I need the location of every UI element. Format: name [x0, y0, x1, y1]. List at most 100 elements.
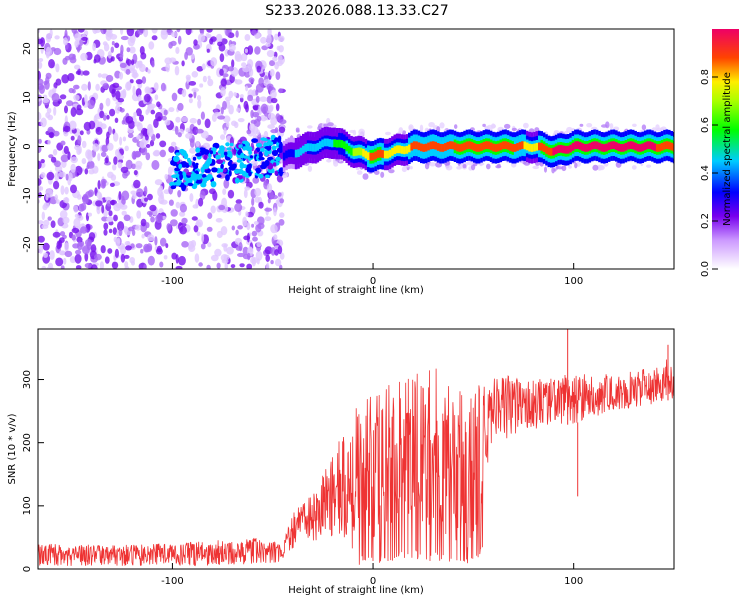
spectrogram-ridge-cell: [619, 144, 623, 152]
spectrogram-cell: [129, 79, 134, 84]
spectrogram-ridge-cell: [528, 143, 531, 152]
spectrogram-cell: [147, 255, 155, 266]
snr-x-tick-label: 0: [370, 576, 376, 587]
spectrogram-cell: [84, 94, 88, 104]
colorbar-gradient: [712, 29, 739, 269]
spectrogram-cell: [69, 56, 77, 64]
spectrogram-cell: [81, 83, 88, 91]
spectrogram-cell: [73, 217, 81, 228]
spectrogram-cell: [323, 123, 329, 127]
spectrogram-cell: [63, 125, 71, 133]
spectrogram-cell: [144, 197, 148, 202]
spectrogram-ridge-cell: [617, 143, 620, 152]
spectrogram-ridge-cell: [379, 149, 382, 158]
spectrogram-cell: [195, 162, 199, 166]
spectrogram-cell: [256, 65, 262, 73]
spectrogram-cell: [95, 200, 103, 207]
spectrogram-cell: [38, 61, 43, 69]
spectrogram-ridge-cell: [477, 144, 481, 152]
spectrogram-cell: [218, 204, 226, 211]
spectrogram-cell: [272, 162, 277, 167]
spectrogram-cell: [79, 130, 84, 136]
spectrogram-ridge-cell: [603, 144, 606, 152]
spectrogram-y-tick-label: 20: [22, 42, 33, 55]
spectrogram-cell: [174, 146, 178, 151]
spectrogram-ridge-cell: [398, 145, 401, 154]
spectrogram-cell: [246, 164, 251, 171]
spectrogram-cell: [104, 157, 109, 164]
spectrogram-cell: [279, 198, 285, 204]
spectrogram-cell: [46, 46, 51, 55]
spectrogram-cell: [180, 161, 188, 168]
spectrogram-ridge-cell: [345, 143, 348, 152]
spectrogram-ridge-cell: [321, 139, 324, 148]
spectrogram-cell: [149, 139, 155, 147]
spectrogram-cell: [125, 116, 134, 124]
spectrogram-cell: [92, 43, 96, 51]
spectrogram-ridge-cell: [480, 143, 483, 151]
spectrogram-cell: [181, 60, 185, 67]
spectrogram-ridge-cell: [448, 141, 452, 149]
spectrogram-cell: [56, 240, 61, 250]
spectrogram-cell: [235, 229, 239, 236]
spectrogram-cell: [94, 54, 101, 63]
spectrogram-cell: [274, 258, 282, 267]
spectrogram-cell: [103, 43, 110, 52]
spectrogram-cell: [245, 85, 249, 92]
spectrogram-cell: [108, 210, 113, 217]
spectrogram-cell: [126, 47, 131, 53]
spectrogram-cell: [81, 158, 87, 165]
spectrogram-ridge-cell: [420, 143, 423, 152]
spectrogram-cell: [245, 211, 249, 218]
spectrogram-ridge-cell: [550, 148, 553, 156]
spectrogram-cell: [38, 178, 42, 186]
spectrogram-cell: [42, 98, 50, 104]
spectrogram-cell: [197, 118, 202, 126]
spectrogram-cell: [43, 80, 48, 86]
spectrogram-cell: [223, 254, 230, 260]
spectrogram-cell: [401, 166, 407, 173]
spectrogram-cell: [159, 149, 166, 158]
spectrogram-cell: [106, 114, 110, 120]
spectrogram-cell: [80, 52, 88, 61]
spectrogram-cell: [380, 171, 385, 178]
snr-x-tick-label: -100: [161, 576, 184, 587]
spectrogram-ridge-cell: [663, 141, 666, 150]
spectrogram-ridge-cell: [518, 141, 522, 150]
spectrogram-cell: [247, 94, 254, 102]
spectrogram-cell: [67, 73, 75, 82]
spectrogram-cell: [156, 245, 162, 253]
spectrogram-cell: [121, 190, 130, 201]
spectrogram-cell: [107, 216, 113, 222]
spectrogram-cell: [188, 81, 197, 86]
spectrogram-cell: [248, 150, 253, 155]
spectrogram-cell: [263, 130, 269, 139]
spectrogram-cell: [143, 264, 147, 269]
spectrogram-cell: [226, 121, 230, 128]
spectrogram-cell: [110, 46, 115, 53]
spectrogram-cell: [276, 60, 283, 67]
spectrogram-cell: [170, 219, 178, 227]
spectrogram-cell: [149, 204, 157, 212]
spectrogram-cell: [153, 82, 159, 91]
spectrogram-ridge-cell: [533, 143, 536, 152]
spectrogram-cell: [207, 212, 213, 219]
spectrogram-cell: [86, 99, 95, 110]
spectrogram-cell: [247, 59, 254, 69]
spectrogram-cell: [132, 193, 137, 200]
spectrogram-cell: [271, 145, 277, 151]
spectrogram-cell: [255, 250, 263, 261]
spectrogram-cell: [109, 182, 115, 187]
spectrogram-cell: [274, 249, 279, 256]
spectrogram-cell: [46, 107, 52, 114]
spectrogram-cell: [69, 256, 77, 264]
spectrogram-cell: [220, 226, 228, 236]
spectrogram-cell: [251, 29, 257, 35]
spectrogram-ridge-cell: [547, 147, 551, 156]
spectrogram-ridge-cell: [639, 144, 642, 152]
spectrogram-cell: [105, 97, 111, 107]
spectrogram-cell: [272, 241, 277, 246]
spectrogram-cell: [59, 210, 68, 219]
spectrogram-cell: [140, 248, 144, 254]
spectrogram-cell: [225, 29, 230, 37]
